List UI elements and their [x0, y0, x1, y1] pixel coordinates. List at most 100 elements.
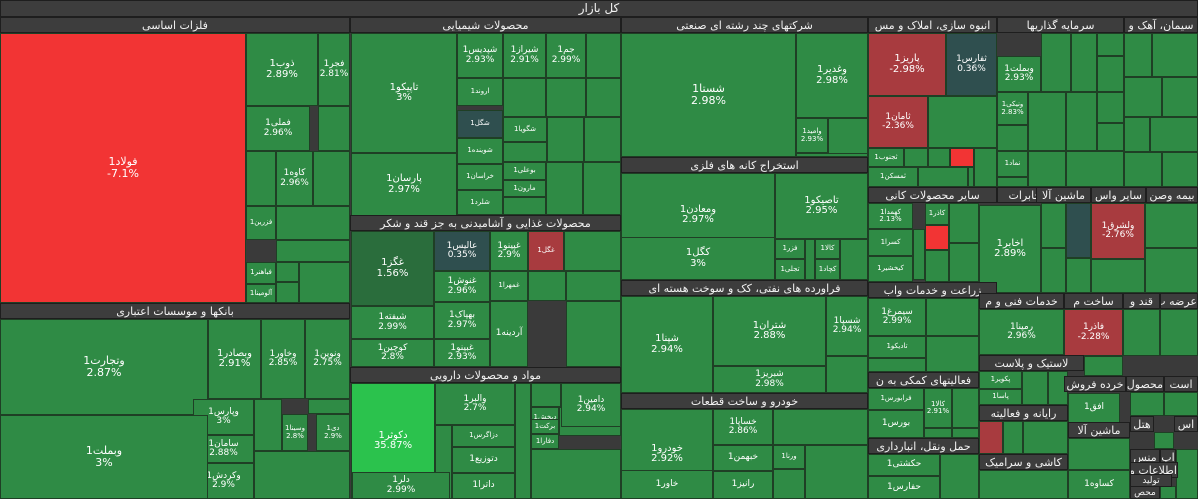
stock-tile[interactable] [583, 162, 621, 215]
sector-header[interactable]: فلزات اساسی [0, 17, 350, 33]
sector-header[interactable]: سرمایه گذاریها [997, 17, 1124, 33]
stock-tile[interactable]: سیمرغ1 2.99% [868, 298, 926, 336]
stock-tile[interactable]: کاوه1 2.96% [276, 151, 313, 206]
stock-tile[interactable] [979, 421, 1003, 454]
stock-tile[interactable]: ونوین1 2.75% [305, 319, 350, 399]
stock-tile[interactable] [840, 239, 868, 280]
stock-tile[interactable]: فاذر1 -2.28% [1064, 309, 1123, 356]
stock-tile[interactable] [299, 262, 350, 303]
stock-tile[interactable] [1124, 152, 1162, 187]
sector-header[interactable]: است [1164, 376, 1198, 392]
stock-tile[interactable]: آلومینا1 [246, 284, 276, 303]
stock-tile[interactable] [246, 151, 276, 206]
stock-tile[interactable]: شیفته1 2.99% [351, 306, 434, 339]
stock-tile[interactable]: فولاد1 -7.1% [0, 33, 246, 303]
stock-tile[interactable] [531, 449, 621, 499]
sector-header[interactable]: خرده فروش [1064, 376, 1126, 392]
sector-header[interactable]: سایر محصولات کانی [868, 187, 997, 203]
stock-tile[interactable]: ذوب1 2.89% [246, 33, 318, 106]
stock-tile[interactable] [997, 125, 1028, 151]
stock-tile[interactable] [1124, 117, 1150, 152]
stock-tile[interactable]: تاپیکو1 3% [351, 33, 457, 153]
stock-tile[interactable]: داترا1 [452, 473, 515, 499]
stock-tile[interactable]: جم1 2.99% [546, 33, 586, 78]
stock-tile[interactable]: شوینده1 [457, 138, 503, 164]
stock-tile[interactable]: دزاگرس1 [452, 425, 515, 447]
stock-tile[interactable] [1145, 248, 1198, 293]
stock-tile[interactable]: تادیکو1 [868, 336, 926, 358]
stock-tile[interactable]: ثامان1 -2.36% [868, 96, 928, 148]
stock-tile[interactable]: دلر1 2.99% [352, 472, 450, 499]
stock-tile[interactable] [586, 33, 621, 78]
stock-tile[interactable] [904, 148, 928, 167]
stock-tile[interactable] [1162, 152, 1198, 187]
stock-tile[interactable]: اخابر1 2.89% [979, 205, 1041, 293]
stock-tile[interactable] [1160, 309, 1198, 356]
sector-header[interactable]: خودرو و ساخت قطعات [621, 393, 868, 409]
sector-header[interactable]: منس [1130, 449, 1160, 465]
stock-tile[interactable]: کالا1 [815, 239, 840, 259]
sector-header[interactable]: محصول [1126, 376, 1164, 392]
stock-tile[interactable] [586, 78, 621, 117]
stock-tile[interactable] [503, 78, 546, 117]
stock-tile[interactable] [318, 106, 350, 151]
sector-header[interactable]: خدمات فنی و م [979, 293, 1064, 309]
sector-header[interactable]: عرضه ب [1160, 293, 1198, 309]
stock-tile[interactable] [928, 96, 997, 148]
stock-tile[interactable]: ثجنوب1 [868, 148, 904, 167]
stock-tile[interactable] [1041, 33, 1071, 92]
stock-tile[interactable]: شبریز1 2.98% [713, 366, 826, 393]
stock-tile[interactable]: حکشتی1 [868, 454, 940, 476]
stock-tile[interactable]: وغدیر1 2.98% [796, 33, 868, 118]
stock-tile[interactable] [1097, 123, 1124, 151]
stock-tile[interactable]: کگل1 3% [621, 237, 775, 280]
stock-tile[interactable] [1097, 33, 1124, 56]
stock-tile[interactable]: نماد1 [997, 151, 1028, 177]
stock-tile[interactable]: کسرا1 [868, 229, 913, 256]
stock-tile[interactable] [1152, 33, 1198, 77]
stock-tile[interactable] [1041, 203, 1066, 248]
stock-tile[interactable] [949, 203, 979, 243]
stock-tile[interactable] [547, 117, 584, 162]
stock-tile[interactable] [918, 167, 968, 187]
stock-tile[interactable]: غمهرا1 [490, 271, 528, 301]
stock-tile[interactable]: خبهمن1 [713, 445, 773, 471]
stock-tile[interactable]: شسپا1 2.94% [826, 296, 868, 356]
stock-tile[interactable] [925, 225, 949, 250]
stock-tile[interactable] [1071, 33, 1097, 92]
sector-header[interactable]: محصولات شیمیایی [350, 17, 621, 33]
stock-tile[interactable] [1066, 258, 1091, 293]
stock-tile[interactable] [1124, 33, 1152, 77]
stock-tile[interactable]: خاور1 [621, 470, 713, 499]
sector-header[interactable]: اس [1174, 416, 1198, 432]
sector-header[interactable]: حمل ونقل، انبارداری [868, 438, 979, 454]
stock-tile[interactable]: ونیکی1 2.83% [997, 92, 1028, 125]
stock-tile[interactable]: رمپنا1 2.96% [979, 309, 1064, 355]
stock-tile[interactable] [773, 409, 868, 445]
stock-tile[interactable] [1130, 392, 1164, 416]
stock-tile[interactable] [828, 118, 868, 157]
stock-tile[interactable]: وخاور1 2.85% [261, 319, 305, 399]
stock-tile[interactable]: دی1 2.9% [316, 414, 350, 451]
stock-tile[interactable]: غپینو1 2.9% [490, 231, 528, 271]
stock-tile[interactable]: کهمدا1 2.13% [868, 203, 913, 229]
stock-tile[interactable] [940, 454, 979, 499]
stock-tile[interactable] [924, 428, 952, 438]
stock-tile[interactable] [1097, 92, 1124, 123]
stock-tile[interactable] [1068, 438, 1130, 470]
stock-tile[interactable] [826, 356, 868, 393]
stock-tile[interactable]: وسینا1 2.8% [282, 414, 308, 451]
sector-header[interactable]: ماشین آلا [1068, 422, 1130, 438]
stock-tile[interactable]: دفارا1 [531, 434, 559, 449]
stock-tile[interactable] [276, 206, 350, 240]
stock-tile[interactable]: غبینو1 2.93% [434, 339, 490, 367]
stock-tile[interactable] [546, 162, 583, 215]
stock-tile[interactable] [926, 336, 979, 372]
sector-header[interactable]: سیمان، آهک و [1124, 17, 1198, 33]
stock-tile[interactable] [1154, 432, 1174, 449]
stock-tile[interactable] [1097, 56, 1124, 92]
stock-tile[interactable]: مارون1 [503, 180, 546, 197]
stock-tile[interactable]: بوعلی1 [503, 162, 546, 180]
stock-tile[interactable]: والبر1 2.7% [435, 383, 515, 425]
sector-header[interactable]: بیمه وصن [1146, 187, 1198, 203]
